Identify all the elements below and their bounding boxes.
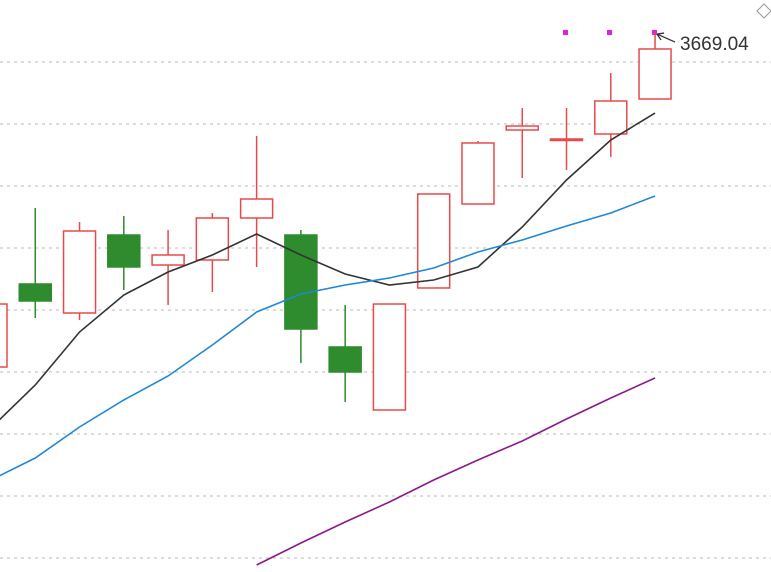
candle-body bbox=[549, 138, 584, 142]
candle-body bbox=[594, 100, 628, 135]
candle-body bbox=[195, 217, 230, 261]
candle-body bbox=[372, 303, 407, 411]
candle-body bbox=[328, 346, 362, 373]
marker bbox=[563, 30, 568, 35]
annotation-arrow bbox=[656, 32, 676, 43]
candle-body bbox=[239, 198, 274, 219]
candle-body bbox=[416, 193, 451, 289]
candle-body bbox=[151, 254, 185, 266]
candle-body bbox=[62, 230, 97, 314]
candle-body bbox=[107, 234, 141, 268]
candle-body bbox=[0, 303, 8, 368]
high-label: 3669.04 bbox=[680, 34, 749, 55]
ma-line bbox=[0, 195, 656, 477]
candle-body bbox=[638, 48, 672, 100]
marker bbox=[652, 30, 657, 35]
diamond-icon[interactable] bbox=[756, 3, 771, 19]
candle-body bbox=[18, 283, 53, 302]
candle-body bbox=[505, 125, 539, 131]
ma-line bbox=[0, 112, 656, 421]
candle-body bbox=[461, 142, 495, 205]
marker bbox=[607, 30, 612, 35]
ma-line bbox=[256, 377, 656, 566]
